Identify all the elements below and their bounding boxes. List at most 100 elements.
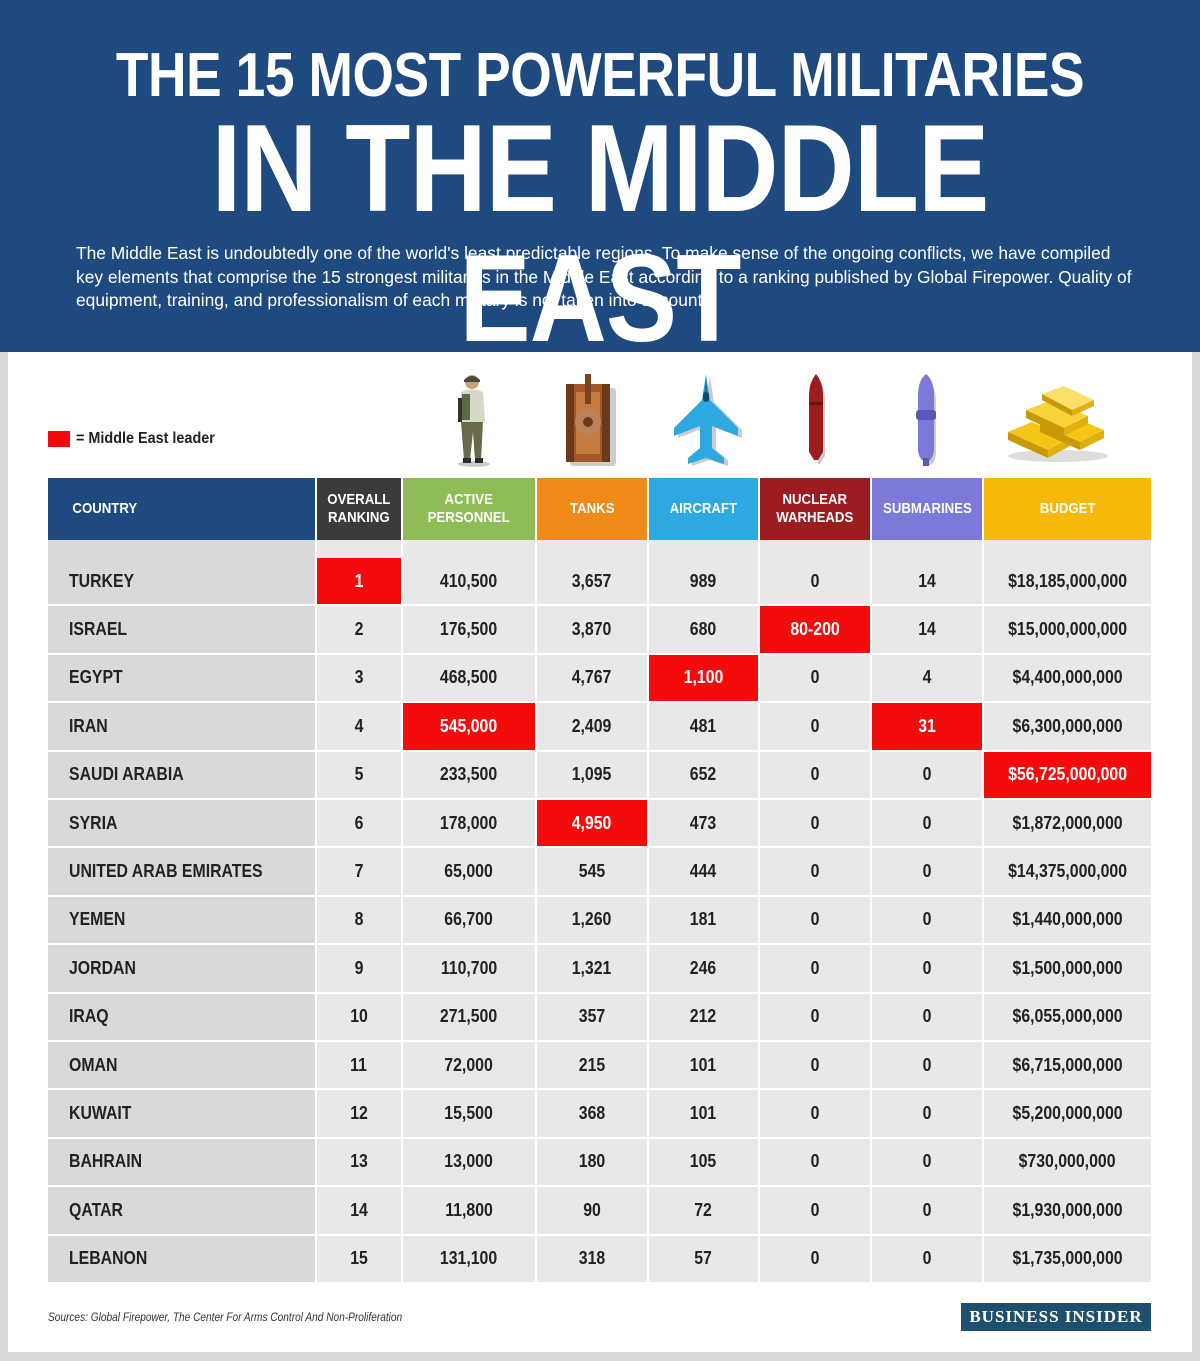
soldier-icon [458, 375, 490, 467]
cell-submarines: 14 [872, 606, 982, 653]
cell-value: 11 [350, 1054, 368, 1075]
cell-country: KUWAIT [48, 1090, 315, 1137]
table-row: ISRAEL 2 176,500 3,870 680 80-200 14 $15,000,00… [48, 606, 1151, 654]
cell-budget: $18,185,000,000 [984, 558, 1151, 605]
column-header-aircraft: AIRCRAFT [649, 478, 758, 540]
cell-aircraft: 246 [649, 945, 758, 992]
cell-submarines: 0 [872, 1138, 982, 1186]
cell-value: $6,055,000,000 [1012, 1006, 1123, 1027]
cell-value: IRAN [69, 715, 108, 736]
cell-submarines: 0 [872, 1042, 982, 1089]
cell-value: 410,500 [440, 570, 498, 591]
cell-overall-ranking: 13 [317, 1138, 401, 1186]
cell-value: 3,657 [572, 570, 612, 591]
cell-value: BAHRAIN [69, 1151, 143, 1172]
cell-value: 0 [810, 764, 820, 785]
cell-value: 0 [810, 1199, 820, 1220]
cell-overall-ranking: 10 [317, 993, 401, 1040]
column-header-nuclear-warheads: NUCLEAR WARHEADS [760, 478, 870, 540]
cell-value: 4,950 [572, 812, 612, 833]
cell-value: $4,400,000,000 [1012, 667, 1123, 688]
cell-value: 1 [354, 570, 364, 591]
cell-value: 65,000 [444, 861, 494, 882]
submarine-icon [916, 374, 936, 466]
cell-value: 468,500 [440, 667, 498, 688]
cell-value: 5 [354, 764, 364, 785]
cell-tanks: 357 [537, 993, 647, 1040]
intro-paragraph: The Middle East is undoubtedly one of th… [76, 243, 1132, 310]
cell-tanks: 368 [537, 1090, 647, 1137]
cell-value: SYRIA [69, 812, 118, 833]
cell-budget: $4,400,000,000 [984, 654, 1151, 702]
table-row: IRAQ 10 271,500 357 212 0 0 $6,055,000,000 [48, 993, 1151, 1042]
cell-value: IRAQ [69, 1006, 109, 1027]
cell-value: 0 [922, 909, 932, 930]
spacer-cell [537, 540, 647, 558]
cell-tanks: 318 [537, 1235, 647, 1282]
cell-submarines: 0 [872, 751, 982, 798]
cell-aircraft: 1,100 [649, 654, 758, 702]
cell-value: 14 [918, 570, 936, 591]
cell-value: 0 [922, 1103, 932, 1124]
cell-country: YEMEN [48, 896, 315, 944]
cell-value: LEBANON [69, 1248, 148, 1269]
cell-value: 10 [350, 1006, 368, 1027]
cell-active-personnel: 65,000 [403, 848, 535, 895]
cell-value: 14 [918, 619, 936, 640]
cell-aircraft: 101 [649, 1090, 758, 1137]
cell-value: $5,200,000,000 [1012, 1103, 1123, 1124]
cell-value: 1,095 [572, 764, 612, 785]
cell-submarines: 4 [872, 654, 982, 702]
cell-value: 176,500 [440, 619, 498, 640]
cell-active-personnel: 131,100 [403, 1235, 535, 1282]
cell-value: 72 [694, 1199, 713, 1220]
cell-country: TURKEY [48, 558, 315, 605]
cell-value: 15 [350, 1248, 368, 1269]
cell-value: 101 [690, 1103, 717, 1124]
cell-value: 0 [922, 1006, 932, 1027]
cell-value: 11,800 [445, 1199, 493, 1220]
cell-budget: $56,725,000,000 [984, 751, 1151, 798]
cell-value: 180 [578, 1151, 606, 1172]
cell-tanks: 90 [537, 1187, 647, 1234]
cell-budget: $6,055,000,000 [984, 993, 1151, 1040]
column-header-submarines: SUBMARINES [872, 478, 982, 540]
cell-value: 0 [922, 812, 932, 833]
cell-overall-ranking: 1 [317, 558, 401, 605]
cell-aircraft: 72 [649, 1187, 758, 1234]
cell-overall-ranking: 12 [317, 1090, 401, 1137]
cell-value: 989 [690, 570, 717, 591]
spacer-cell [317, 540, 401, 558]
cell-overall-ranking: 3 [317, 654, 401, 702]
cell-nuclear-warheads: 0 [760, 703, 870, 750]
cell-aircraft: 101 [649, 1042, 758, 1089]
cell-overall-ranking: 15 [317, 1235, 401, 1282]
cell-active-personnel: 72,000 [403, 1042, 535, 1089]
cell-overall-ranking: 8 [317, 896, 401, 944]
cell-value: 9 [354, 957, 364, 978]
cell-value: 12 [350, 1103, 368, 1124]
table-row: JORDAN 9 110,700 1,321 246 0 0 $1,500,000,000 [48, 945, 1151, 993]
cell-budget: $1,440,000,000 [984, 896, 1151, 944]
cell-budget: $14,375,000,000 [984, 848, 1151, 895]
cell-tanks: 1,321 [537, 945, 647, 992]
spacer-cell [984, 540, 1151, 558]
column-header-budget: BUDGET [984, 478, 1151, 540]
cell-submarines: 0 [872, 896, 982, 944]
cell-tanks: 215 [537, 1042, 647, 1089]
table-row: BAHRAIN 13 13,000 180 105 0 0 $730,000,000 [48, 1138, 1151, 1187]
cell-aircraft: 989 [649, 558, 758, 605]
cell-nuclear-warheads: 0 [760, 1138, 870, 1186]
table-row: SAUDI ARABIA 5 233,500 1,095 652 0 0 $56,725,00… [48, 751, 1151, 800]
cell-budget: $730,000,000 [984, 1138, 1151, 1186]
nuclear-warhead-icon [809, 374, 825, 464]
cell-value: 0 [810, 957, 820, 978]
column-header-label: TANKS [569, 500, 615, 517]
cell-submarines: 0 [872, 945, 982, 992]
cell-budget: $1,930,000,000 [984, 1187, 1151, 1234]
cell-value: 2,409 [572, 715, 612, 736]
cell-nuclear-warheads: 0 [760, 800, 870, 847]
cell-country: JORDAN [48, 945, 315, 992]
cell-aircraft: 481 [649, 703, 758, 750]
column-header-tanks: TANKS [537, 478, 647, 540]
